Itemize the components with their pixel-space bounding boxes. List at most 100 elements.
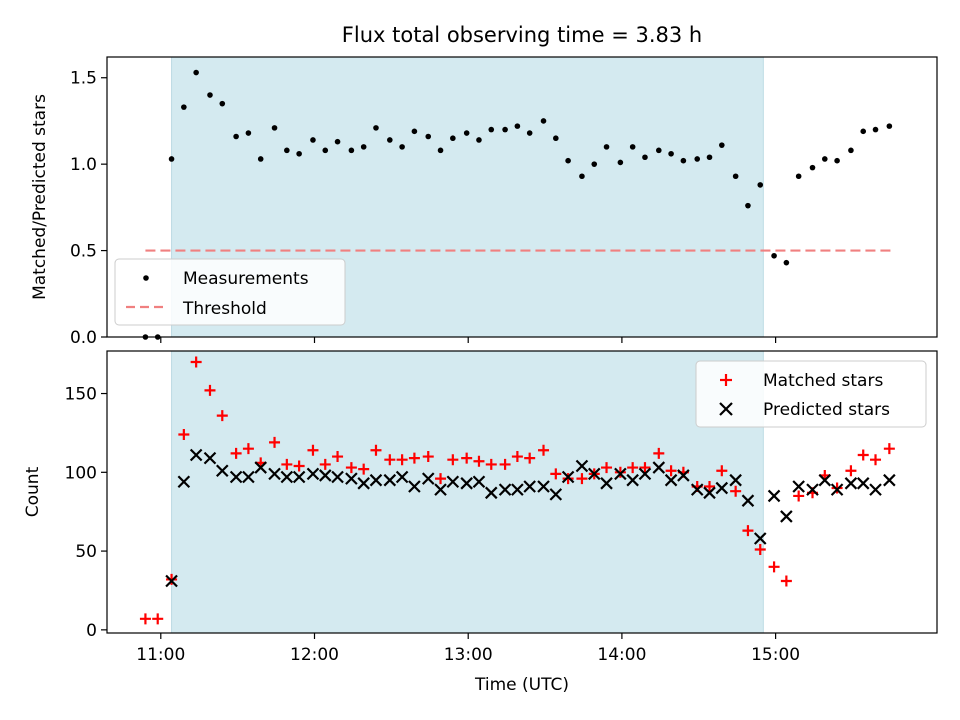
- predicted-star-point: [357, 477, 370, 490]
- measurement-point: [540, 118, 547, 124]
- measurement-point: [860, 128, 867, 135]
- measurement-point: [872, 126, 879, 133]
- x-tick-label: 14:00: [597, 645, 646, 665]
- measurement-point: [373, 125, 379, 131]
- predicted-star-point: [498, 483, 512, 496]
- bottom-y-axis-label: Count: [23, 466, 43, 517]
- measurement-point: [411, 128, 418, 135]
- legend-measurements-label: Measurements: [183, 269, 309, 289]
- y-tick-label: 0.0: [70, 328, 97, 348]
- predicted-star-point: [434, 483, 447, 496]
- predicted-star-point: [626, 473, 639, 487]
- matched-star-point: [883, 443, 895, 455]
- predicted-star-point: [318, 469, 332, 482]
- measurement-point: [655, 147, 662, 154]
- measurement-point: [387, 137, 393, 143]
- measurement-point: [399, 144, 405, 150]
- matched-star-point: [793, 490, 805, 502]
- predicted-star-point: [600, 477, 613, 490]
- y-tick-label: 150: [65, 385, 97, 405]
- measurement-point: [450, 135, 456, 142]
- predicted-star-point: [652, 461, 666, 474]
- predicted-star-point: [818, 473, 832, 487]
- chart-title: Flux total observing time = 3.83 h: [342, 23, 702, 47]
- matched-star-point: [461, 452, 473, 464]
- measurement-point: [310, 137, 316, 143]
- predicted-star-point: [460, 477, 473, 490]
- predicted-star-point: [383, 473, 397, 487]
- matched-star-point: [152, 613, 164, 625]
- predicted-star-point: [189, 448, 203, 462]
- predicted-star-point: [472, 475, 486, 489]
- matched-star-point: [870, 454, 882, 466]
- measurement-point: [284, 147, 290, 154]
- y-tick-label: 0.5: [70, 242, 97, 262]
- top-panel: 0.0 0.5 1.0 1.5 Matched/Predicted stars Mea…: [30, 56, 938, 348]
- measurement-point: [348, 147, 355, 154]
- legend-measurements-marker: [143, 275, 149, 281]
- matched-star-point: [139, 613, 151, 625]
- matched-star-point: [473, 455, 485, 467]
- predicted-star-point: [575, 459, 589, 473]
- measurement-point: [757, 182, 764, 188]
- matched-star-point: [242, 443, 254, 455]
- matched-star-point: [831, 482, 843, 494]
- matched-star-point: [230, 447, 242, 459]
- x-tick-label: 12:00: [290, 645, 339, 665]
- measurement-point: [821, 156, 828, 162]
- legend-matched-marker: [720, 374, 732, 386]
- y-tick-label: 0: [86, 621, 97, 641]
- predicted-star-point: [216, 464, 229, 478]
- matched-star-point: [166, 573, 178, 585]
- measurement-point: [591, 161, 598, 167]
- y-tick-label: 100: [65, 463, 97, 483]
- measurement-point: [732, 173, 739, 180]
- matched-star-point: [332, 451, 344, 463]
- predicted-star-point: [767, 489, 781, 503]
- predicted-star-point: [280, 470, 294, 484]
- matched-star-point: [845, 465, 857, 477]
- bottom-panel-shaded-span: [171, 350, 764, 634]
- predicted-star-point: [306, 467, 320, 481]
- predicted-star-point: [177, 475, 191, 489]
- matched-star-point: [499, 458, 511, 470]
- matched-star-point: [704, 480, 716, 492]
- measurement-point: [771, 252, 777, 259]
- measurement-point: [322, 147, 329, 154]
- matched-star-point: [550, 468, 562, 480]
- legend-threshold-label: Threshold: [182, 299, 267, 319]
- matched-star-point: [601, 462, 613, 474]
- matched-star-point: [204, 384, 216, 396]
- predicted-star-point: [446, 475, 460, 489]
- matched-star-point: [319, 458, 331, 470]
- measurement-point: [629, 144, 636, 150]
- matched-star-point: [742, 525, 754, 537]
- matched-star-point: [307, 444, 319, 456]
- measurement-point: [476, 137, 482, 143]
- predicted-star-point: [561, 470, 575, 484]
- measurement-point: [296, 150, 302, 157]
- predicted-star-point: [830, 483, 844, 496]
- bottom-legend-box: [695, 360, 927, 428]
- measurement-point: [193, 69, 199, 76]
- measurement-point: [642, 154, 648, 161]
- matched-star-point: [345, 462, 357, 474]
- matched-star-point: [216, 410, 228, 422]
- predicted-star-point: [537, 480, 550, 493]
- measurement-point: [257, 156, 264, 162]
- matched-star-point: [653, 447, 665, 459]
- measurement-point: [809, 164, 816, 171]
- predicted-star-point: [690, 483, 704, 496]
- predicted-star-point: [614, 467, 627, 481]
- predicted-star-point: [549, 488, 563, 501]
- measurement-point: [245, 130, 252, 136]
- matched-star-point: [716, 465, 728, 477]
- measurement-point: [783, 259, 790, 266]
- measurement-point: [219, 100, 226, 107]
- measurement-point: [668, 150, 674, 157]
- top-legend-box: [114, 258, 346, 326]
- measurement-point: [437, 147, 444, 154]
- measurement-point: [706, 154, 713, 161]
- predicted-star-point: [203, 451, 217, 465]
